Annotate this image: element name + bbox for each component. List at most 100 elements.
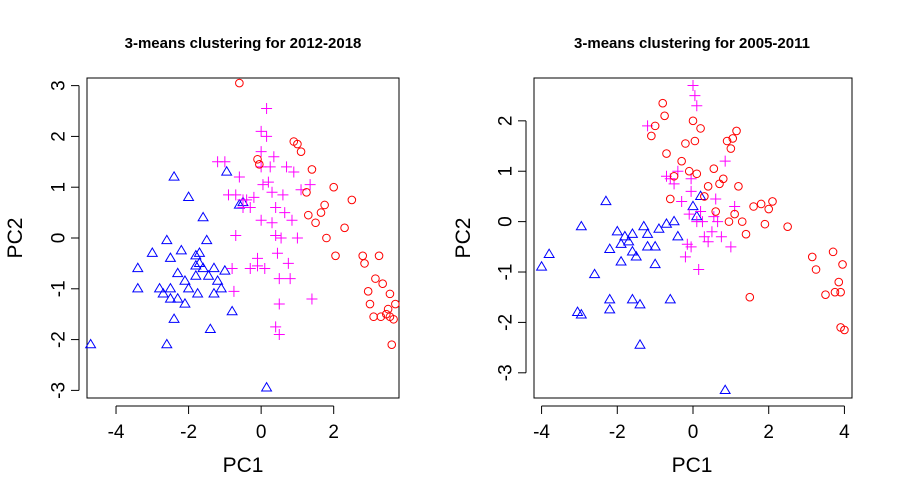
x-tick-label-left: 0 — [256, 422, 267, 443]
chart-panel-right: 3-means clustering for 2005-2011 -4 -2 0 2 4… — [452, 35, 853, 477]
triangle-point — [615, 238, 627, 248]
circle-point — [703, 182, 713, 191]
chart-title-left: 3-means clustering for 2012-2018 — [125, 35, 362, 52]
triangle-point — [626, 245, 639, 256]
triangle-point — [575, 220, 588, 231]
ticks-right: -4 -2 0 2 4 -3 -2 -1 0 1 2 — [496, 116, 851, 443]
plus-point — [715, 231, 727, 243]
plus-point — [282, 257, 294, 269]
triangle-point — [168, 170, 180, 181]
triangle-point — [164, 292, 177, 303]
triangle-point — [168, 313, 180, 323]
triangle-point — [668, 215, 680, 226]
circle-point — [316, 208, 326, 217]
plus-point — [233, 171, 245, 183]
x-axis-label-right: PC1 — [672, 454, 713, 477]
circle-point — [293, 139, 302, 149]
circle-point — [749, 202, 758, 211]
circle-point — [745, 292, 755, 302]
triangle-point — [660, 217, 673, 228]
circle-point — [764, 204, 774, 214]
circle-point — [838, 260, 847, 269]
triangle-point — [190, 249, 202, 260]
plus-point — [255, 214, 267, 226]
plus-point — [270, 321, 282, 333]
y-tick-label-left: -2 — [49, 331, 70, 348]
plus-point — [219, 156, 231, 168]
y-axis-label-right: PC2 — [452, 218, 475, 259]
plus-point — [264, 161, 276, 173]
y-tick-label-left: -3 — [49, 382, 70, 399]
triangle-point — [160, 338, 173, 349]
circle-point — [363, 287, 373, 296]
plus-point — [683, 208, 695, 220]
plus-point — [255, 146, 267, 158]
triangle-point — [171, 267, 184, 278]
y-tick-label-left: -1 — [49, 280, 70, 297]
plus-point — [291, 232, 303, 244]
circle-point — [647, 131, 656, 141]
circle-point — [692, 169, 702, 179]
plus-point — [273, 273, 285, 285]
triangle-point — [672, 230, 684, 241]
y-tick-label-right: 0 — [496, 216, 517, 227]
points-right — [535, 80, 849, 395]
plus-point — [288, 166, 300, 178]
triangle-point — [220, 165, 233, 176]
triangle-point — [535, 260, 548, 271]
triangle-point — [649, 240, 661, 251]
circle-point — [302, 187, 311, 197]
circle-point — [340, 223, 349, 233]
plus-point — [695, 206, 707, 218]
triangle-point — [653, 223, 665, 233]
triangle-point — [190, 259, 202, 270]
plus-point — [679, 251, 691, 263]
circle-point — [669, 171, 679, 181]
plus-point — [248, 191, 260, 203]
triangle-point — [208, 287, 220, 298]
plus-point — [273, 329, 285, 341]
plus-point — [685, 185, 697, 197]
triangle-point — [131, 262, 144, 273]
circle-point — [711, 207, 721, 216]
triangle-point — [208, 262, 220, 273]
plus-point — [306, 293, 318, 305]
triangle-point — [694, 190, 707, 201]
plus-point — [719, 155, 731, 167]
circle-point — [760, 219, 770, 229]
circle-point — [322, 233, 331, 243]
circle-point — [715, 179, 724, 189]
circle-point — [722, 136, 732, 146]
plus-point — [696, 216, 708, 228]
circle-point — [378, 279, 387, 289]
circle-point — [255, 160, 264, 169]
triangle-point — [197, 211, 209, 222]
triangle-point — [719, 384, 731, 395]
plus-point — [275, 232, 287, 244]
plus-point — [702, 236, 714, 248]
circle-point — [369, 312, 378, 322]
triangle-point — [603, 293, 616, 304]
plus-point — [257, 179, 269, 191]
triangle-point — [215, 282, 228, 293]
triangle-point — [204, 323, 217, 334]
y-tick-label-right: 1 — [496, 166, 517, 177]
triangle-point — [260, 381, 273, 392]
circle-point — [677, 156, 686, 166]
triangle-point — [603, 303, 616, 314]
circle-point — [296, 147, 306, 156]
plus-point — [687, 80, 699, 92]
y-tick-label-left: 2 — [49, 131, 70, 142]
circle-point — [389, 314, 398, 324]
plus-point — [676, 195, 688, 207]
triangle-point — [175, 244, 188, 255]
triangle-point — [153, 282, 166, 293]
triangle-point — [611, 225, 624, 236]
circle-point — [730, 209, 739, 219]
circle-point — [253, 154, 262, 164]
plus-point — [712, 216, 724, 228]
y-tick-label-right: 2 — [496, 116, 517, 127]
circle-point — [700, 192, 709, 201]
circle-point — [681, 139, 690, 148]
y-tick-label-left: 3 — [49, 80, 70, 91]
